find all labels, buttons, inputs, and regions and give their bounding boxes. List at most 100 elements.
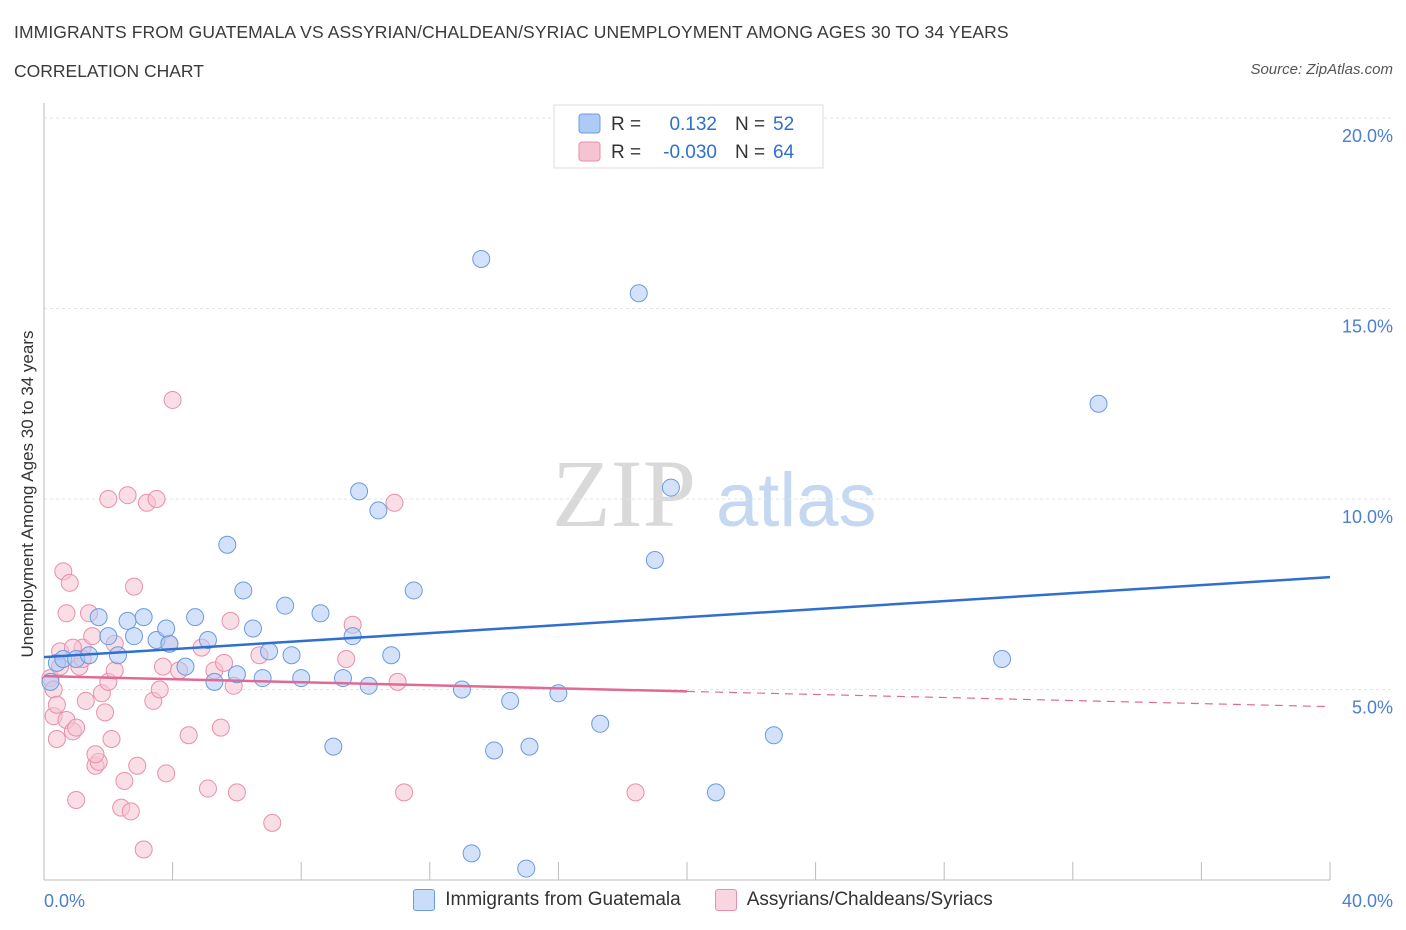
point-assyrian — [47, 695, 66, 714]
point-guatemala — [218, 535, 237, 554]
point-guatemala — [99, 627, 118, 646]
point-assyrian — [150, 680, 169, 699]
point-assyrian — [388, 672, 407, 691]
point-assyrian — [102, 730, 121, 749]
point-guatemala — [157, 619, 176, 638]
y-axis-tick-labels: 5.0% 10.0% 15.0% 20.0% — [1342, 126, 1393, 718]
point-guatemala — [282, 646, 301, 665]
point-assyrian — [128, 756, 147, 775]
point-guatemala — [350, 482, 369, 501]
y-tick-label: 10.0% — [1342, 507, 1393, 527]
point-guatemala — [993, 650, 1012, 669]
legend-item-assyrian[interactable]: Assyrians/Chaldeans/Syriacs — [714, 889, 993, 911]
point-assyrian — [105, 661, 124, 680]
source-credit: Source: ZipAtlas.com — [1250, 61, 1393, 78]
y-tick-label: 15.0% — [1342, 317, 1393, 337]
point-assyrian — [215, 653, 234, 672]
point-assyrian — [76, 691, 95, 710]
stats-n-label-2: N = — [735, 142, 765, 163]
stats-r-value-1: 0.132 — [669, 114, 717, 135]
point-guatemala — [517, 859, 536, 878]
point-guatemala — [134, 608, 153, 627]
point-guatemala — [485, 741, 504, 760]
trend-line-guatemala — [43, 575, 1331, 659]
point-assyrian — [47, 730, 66, 749]
point-guatemala — [198, 630, 217, 649]
point-assyrian — [57, 604, 76, 623]
point-guatemala — [227, 665, 246, 684]
point-assyrian — [221, 611, 240, 630]
chart-title: IMMIGRANTS FROM GUATEMALA VS ASSYRIAN/CH… — [14, 22, 1009, 42]
point-guatemala — [205, 672, 224, 691]
point-assyrian — [134, 840, 153, 859]
legend-swatch-assyrian — [714, 889, 737, 911]
stats-r-label-1: R = — [611, 114, 641, 135]
y-tick-label: 20.0% — [1342, 126, 1393, 146]
point-guatemala — [661, 478, 680, 497]
point-guatemala — [292, 669, 311, 688]
point-guatemala — [1089, 394, 1108, 413]
point-guatemala — [359, 676, 378, 695]
point-guatemala — [520, 737, 539, 756]
stats-r-value-2: -0.030 — [663, 142, 717, 163]
point-guatemala — [89, 608, 108, 627]
point-guatemala — [404, 581, 423, 600]
legend-item-guatemala[interactable]: Immigrants from Guatemala — [413, 889, 681, 911]
point-assyrian — [211, 718, 230, 737]
stats-n-label-1: N = — [735, 114, 765, 135]
point-guatemala — [324, 737, 343, 756]
stats-swatch-assyrian — [578, 141, 601, 162]
point-guatemala — [462, 844, 481, 863]
point-guatemala — [276, 596, 295, 615]
point-guatemala — [186, 608, 205, 627]
point-assyrian — [179, 726, 198, 745]
point-assyrian — [83, 627, 102, 646]
point-assyrian — [99, 490, 118, 508]
point-assyrian — [67, 718, 86, 737]
stats-r-label-2: R = — [611, 142, 641, 163]
point-assyrian — [86, 745, 105, 764]
point-guatemala — [645, 550, 664, 569]
point-assyrian — [153, 657, 172, 676]
point-guatemala — [243, 619, 262, 638]
point-assyrian — [121, 802, 140, 821]
point-guatemala — [176, 657, 195, 676]
stats-n-value-1: 52 — [773, 114, 794, 135]
point-assyrian — [67, 790, 86, 809]
stats-n-value-2: 64 — [773, 142, 795, 163]
point-guatemala — [706, 783, 725, 802]
point-guatemala — [343, 627, 362, 646]
point-assyrian — [385, 493, 404, 512]
point-assyrian — [227, 783, 246, 802]
point-guatemala — [118, 611, 137, 630]
chart-subtitle: CORRELATION CHART — [14, 61, 204, 81]
point-guatemala — [629, 284, 648, 303]
x-tick-label-min: 0.0% — [44, 891, 85, 911]
point-guatemala — [382, 646, 401, 665]
x-axis-ticks — [172, 862, 1331, 880]
legend-swatch-guatemala — [413, 889, 436, 911]
trend-line-assyrian — [43, 674, 688, 693]
point-guatemala — [472, 249, 491, 268]
point-guatemala — [125, 627, 144, 646]
point-assyrian — [337, 650, 356, 669]
point-guatemala — [311, 604, 330, 623]
point-assyrian — [96, 703, 115, 722]
series-guatemala-points — [41, 249, 1108, 878]
trend-line-assyrian-extrapolated — [686, 690, 1331, 708]
point-guatemala — [501, 691, 520, 710]
point-assyrian — [60, 573, 79, 592]
point-assyrian — [395, 783, 414, 802]
point-guatemala — [591, 714, 610, 733]
stats-swatch-guatemala — [578, 113, 601, 134]
point-guatemala — [764, 726, 783, 745]
point-assyrian — [125, 577, 144, 596]
y-axis-title: Unemployment Among Ages 30 to 34 years — [18, 331, 37, 658]
trend-lines — [43, 575, 1331, 708]
y-tick-label: 5.0% — [1352, 698, 1393, 718]
gridlines — [44, 117, 1392, 690]
point-assyrian — [115, 771, 134, 790]
legend-label-assyrian: Assyrians/Chaldeans/Syriacs — [746, 889, 993, 910]
point-guatemala — [452, 680, 471, 699]
